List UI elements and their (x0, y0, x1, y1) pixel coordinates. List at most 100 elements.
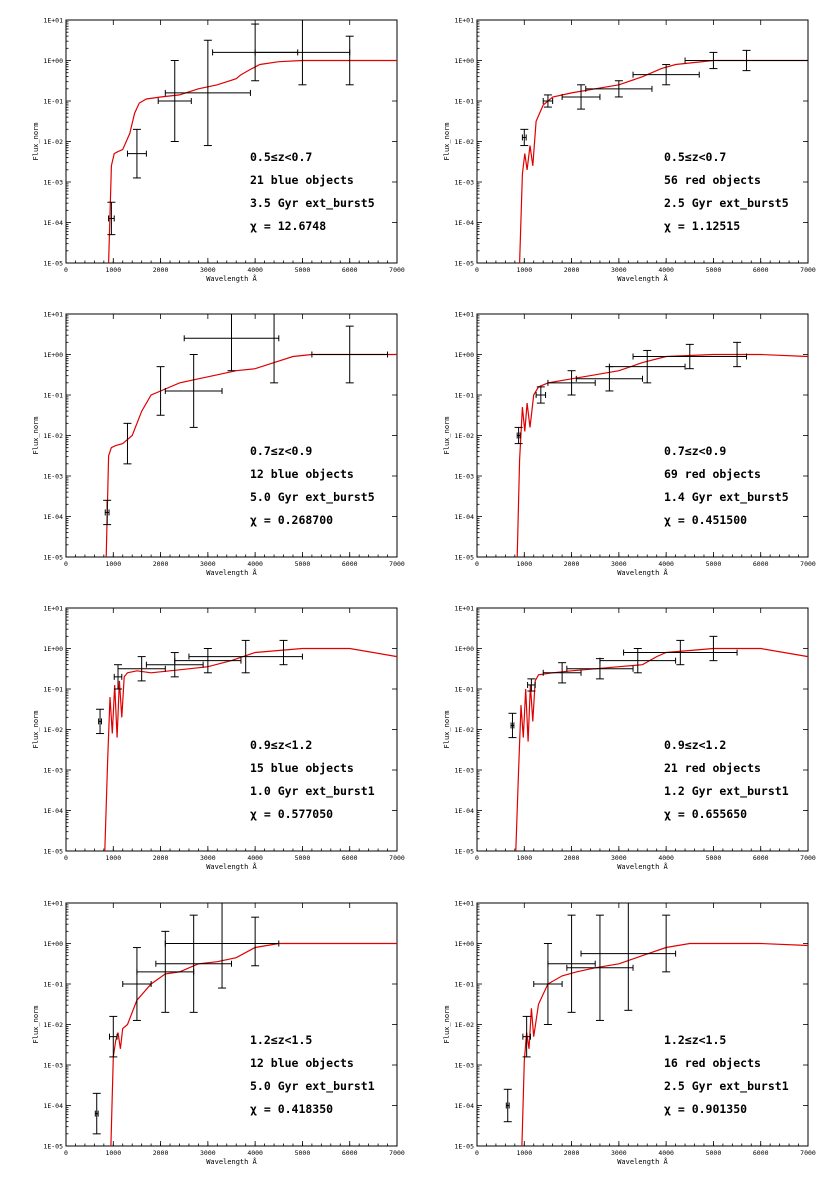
plot-frame (476, 313, 809, 558)
x-axis-title: Wavelength Å (206, 274, 257, 283)
x-tick-label: 7000 (389, 1149, 405, 1157)
panel-annotation-line: χ = 0.655650 (664, 807, 747, 821)
x-tick-label: 1000 (105, 266, 121, 274)
y-tick-label: 1E-01 (454, 686, 474, 694)
panel-annotation-line: 1.4 Gyr ext_burst5 (664, 490, 789, 505)
y-tick-label: 1E+01 (454, 900, 474, 908)
data-point (183, 313, 280, 372)
x-tick-label: 1000 (516, 266, 532, 274)
data-point (632, 343, 748, 370)
panel-annotation-line: 1.2≤z<1.5 (250, 1033, 312, 1047)
panel-row2-left: 0 1000 2000 3000 4000 5000 6000 7000 1E-05 1E-04 1… (32, 311, 405, 578)
x-tick-label: 0 (64, 266, 68, 274)
x-tick-label: 3000 (611, 560, 627, 568)
panel-annotation-line: 1.2 Gyr ext_burst1 (664, 784, 789, 799)
panel-row1-right: 0 1000 2000 3000 4000 5000 6000 7000 1E-05 1E-04 1… (443, 17, 816, 284)
data-point (520, 128, 529, 147)
x-tick-label: 6000 (753, 854, 769, 862)
x-tick-label: 7000 (800, 266, 816, 274)
data-point (123, 422, 132, 465)
y-tick-label: 1E-01 (454, 392, 474, 400)
y-tick-label: 1E-03 (454, 473, 474, 481)
x-tick-label: 3000 (200, 1149, 216, 1157)
panel-annotation-line: 16 red objects (664, 1056, 761, 1070)
data-point (164, 39, 251, 147)
y-tick-label: 1E-05 (454, 260, 474, 268)
x-tick-label: 5000 (295, 560, 311, 568)
panel-annotation-line: χ = 0.268700 (250, 513, 333, 527)
data-point (345, 35, 354, 86)
x-tick-label: 6000 (342, 1149, 358, 1157)
x-tick-label: 1000 (105, 854, 121, 862)
panel-annotation-line: 15 blue objects (250, 761, 354, 775)
data-point (561, 84, 601, 110)
x-tick-label: 6000 (342, 560, 358, 568)
y-tick-label: 1E+01 (43, 605, 63, 613)
data-point (145, 652, 204, 678)
data-point (503, 1088, 512, 1123)
data-point (251, 916, 260, 967)
x-tick-label: 0 (475, 1149, 479, 1157)
y-tick-label: 1E-04 (454, 807, 474, 815)
y-tick-label: 1E-01 (43, 392, 63, 400)
panel-annotation-line: 0.7≤z<0.9 (664, 444, 726, 458)
panel-annotation-line: χ = 0.418350 (250, 1102, 333, 1116)
data-point (566, 914, 634, 1021)
y-tick-label: 1E-01 (43, 98, 63, 106)
x-axis-title: Wavelength Å (206, 862, 257, 871)
y-tick-label: 1E+01 (454, 311, 474, 319)
data-point (514, 426, 523, 445)
model-spectrum-line (104, 647, 398, 852)
panel-row3-left: 0 1000 2000 3000 4000 5000 6000 7000 1E-05 1E-04 1… (32, 605, 405, 872)
x-tick-label: 3000 (611, 854, 627, 862)
y-tick-label: 1E-02 (454, 1021, 474, 1029)
panel-annotation-line: χ = 0.451500 (664, 513, 747, 527)
y-tick-label: 1E-04 (43, 1102, 63, 1110)
x-tick-label: 4000 (247, 266, 263, 274)
x-axis-title: Wavelength Å (206, 1157, 257, 1166)
panel-annotation-line: 0.5≤z<0.7 (664, 150, 726, 164)
y-axis-title: Flux_norm (443, 711, 451, 749)
x-axis-title: Wavelength Å (617, 568, 668, 577)
data-point (270, 313, 279, 384)
y-tick-label: 1E+01 (43, 17, 63, 25)
panel-annotation-line: χ = 12.6748 (250, 219, 326, 233)
x-tick-label: 4000 (658, 854, 674, 862)
x-tick-label: 1000 (516, 854, 532, 862)
panel-annotation-line: 1.2≤z<1.5 (664, 1033, 726, 1047)
y-tick-label: 1E+00 (454, 940, 474, 948)
x-tick-label: 4000 (247, 854, 263, 862)
x-tick-label: 4000 (658, 266, 674, 274)
y-tick-label: 1E-05 (454, 848, 474, 856)
panel-row4-left: 0 1000 2000 3000 4000 5000 6000 7000 1E-05 1E-04 1… (32, 900, 405, 1167)
y-tick-label: 1E-04 (43, 807, 63, 815)
data-point (92, 1092, 101, 1135)
y-tick-label: 1E-05 (454, 1143, 474, 1151)
x-tick-label: 3000 (611, 266, 627, 274)
x-tick-label: 5000 (295, 1149, 311, 1157)
data-point (109, 1015, 118, 1058)
x-tick-label: 2000 (564, 560, 580, 568)
x-tick-label: 2000 (564, 1149, 580, 1157)
data-point (156, 366, 165, 416)
x-tick-label: 4000 (247, 560, 263, 568)
y-tick-label: 1E-02 (454, 138, 474, 146)
x-tick-label: 7000 (800, 854, 816, 862)
y-tick-label: 1E-04 (43, 513, 63, 521)
data-point (709, 635, 718, 662)
y-tick-label: 1E+00 (454, 57, 474, 65)
panel-annotation-line: 21 blue objects (250, 173, 354, 187)
x-tick-label: 2000 (564, 854, 580, 862)
x-tick-label: 3000 (200, 560, 216, 568)
x-tick-label: 0 (475, 560, 479, 568)
x-tick-label: 0 (64, 560, 68, 568)
y-tick-label: 1E+00 (43, 940, 63, 948)
y-tick-label: 1E-01 (43, 981, 63, 989)
data-point (575, 366, 643, 392)
x-tick-label: 6000 (342, 266, 358, 274)
y-axis-title: Flux_norm (32, 711, 40, 749)
model-spectrum-line (515, 647, 809, 852)
x-tick-label: 7000 (389, 266, 405, 274)
y-tick-label: 1E-03 (43, 1062, 63, 1070)
